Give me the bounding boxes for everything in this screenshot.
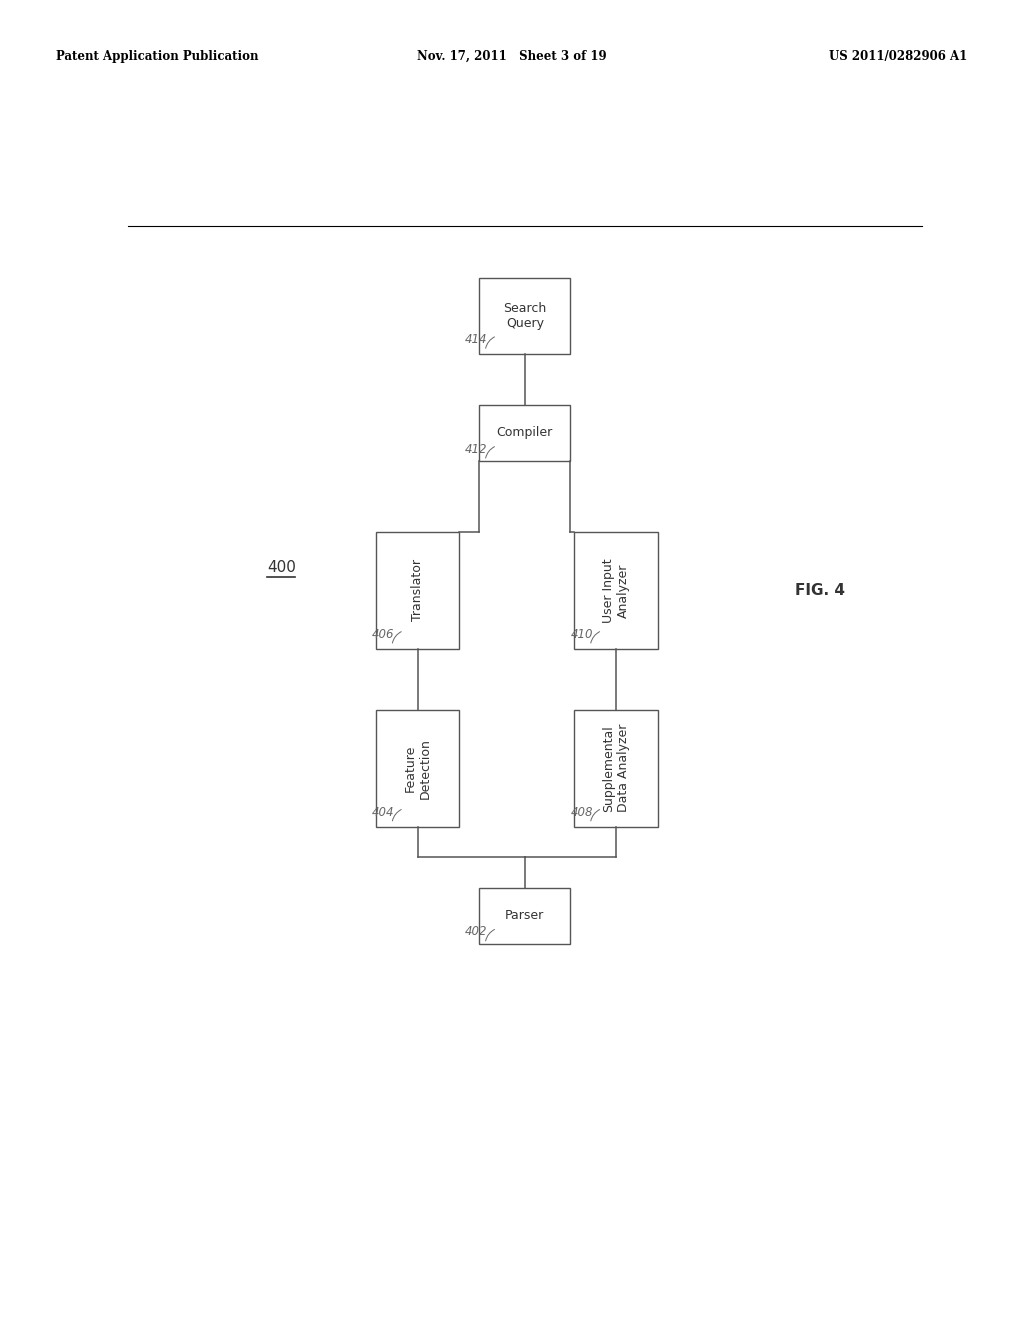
Text: US 2011/0282906 A1: US 2011/0282906 A1 [829, 50, 968, 63]
Text: 402: 402 [465, 925, 487, 939]
Bar [376, 532, 460, 649]
Text: 414: 414 [465, 333, 487, 346]
Text: Compiler: Compiler [497, 426, 553, 440]
Text: Supplemental
Data Analyzer: Supplemental Data Analyzer [602, 725, 630, 812]
Text: 400: 400 [267, 560, 296, 576]
Text: Translator: Translator [412, 560, 424, 622]
Text: Parser: Parser [505, 909, 545, 923]
Bar [376, 710, 460, 826]
Bar [479, 405, 570, 461]
Text: Feature
Detection: Feature Detection [403, 738, 432, 799]
Bar [574, 710, 657, 826]
Text: Patent Application Publication: Patent Application Publication [56, 50, 259, 63]
Text: 410: 410 [570, 628, 593, 640]
Bar [479, 277, 570, 354]
Text: 404: 404 [372, 805, 394, 818]
Text: Nov. 17, 2011   Sheet 3 of 19: Nov. 17, 2011 Sheet 3 of 19 [417, 50, 607, 63]
Text: 408: 408 [570, 805, 593, 818]
Bar [479, 887, 570, 944]
Text: User Input
Analyzer: User Input Analyzer [602, 558, 630, 623]
Bar [574, 532, 657, 649]
Text: 412: 412 [465, 442, 487, 455]
Text: Search
Query: Search Query [503, 302, 547, 330]
Text: 406: 406 [372, 628, 394, 640]
Text: FIG. 4: FIG. 4 [795, 583, 845, 598]
